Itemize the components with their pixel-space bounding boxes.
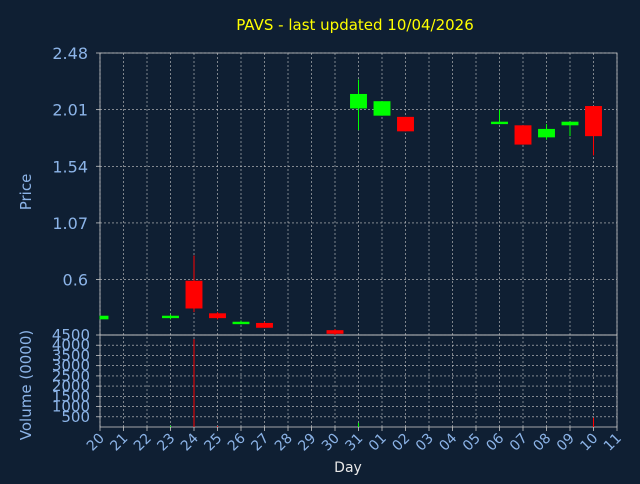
volume-tick-label: 3500: [52, 346, 90, 364]
x-tick-label: 02: [389, 431, 413, 455]
candle-body: [162, 315, 179, 319]
candle-body: [350, 93, 367, 109]
volume-tick-label: 3000: [52, 357, 90, 375]
x-tick-label: 08: [530, 431, 554, 455]
chart-title: PAVS - last updated 10/04/2026: [236, 16, 474, 34]
x-axis-label: Day: [334, 460, 362, 476]
x-tick-label: 11: [601, 431, 625, 455]
price-axis-label: Price: [17, 174, 35, 211]
candle-body: [185, 280, 203, 309]
candle-body: [585, 106, 602, 137]
price-tick-label: 0.6: [63, 271, 88, 290]
volume-tick-label: 4000: [52, 336, 90, 354]
x-tick-label: 28: [272, 431, 296, 455]
x-tick-label: 29: [295, 431, 319, 455]
x-tick-label: 05: [460, 431, 484, 455]
candle-body: [373, 101, 391, 116]
x-tick-label: 26: [225, 430, 249, 454]
volume-tick-label: 1500: [52, 387, 90, 405]
x-tick-label: 31: [342, 431, 366, 455]
x-tick-label: 24: [178, 430, 202, 454]
candle-body: [514, 125, 532, 145]
x-tick-label: 04: [436, 430, 460, 454]
candle-body: [232, 321, 250, 325]
candle-body: [561, 121, 579, 126]
price-tick-label: 1.54: [52, 157, 88, 176]
price-tick-label: 1.07: [52, 214, 88, 233]
x-tick-label: 10: [577, 431, 601, 455]
candle-body: [538, 128, 555, 138]
price-tick-label: 2.48: [52, 44, 88, 63]
x-tick-label: 30: [319, 431, 343, 455]
candle-body: [256, 322, 273, 328]
x-tick-label: 07: [507, 431, 531, 455]
x-tick-label: 20: [84, 431, 108, 455]
candle-body: [209, 313, 226, 319]
volume-tick-label: 500: [61, 408, 90, 426]
candle-body: [100, 315, 109, 320]
x-tick-label: 22: [131, 431, 155, 455]
x-tick-label: 06: [483, 430, 507, 454]
x-tick-label: 27: [248, 431, 272, 455]
candle-body: [491, 121, 508, 125]
x-tick-label: 01: [366, 431, 390, 455]
candle-body: [326, 330, 344, 334]
x-tick-label: 03: [413, 431, 437, 455]
volume-axis-label: Volume (0000): [17, 330, 35, 440]
price-tick-label: 2.01: [52, 101, 88, 120]
volume-tick-label: 2000: [52, 377, 90, 395]
volume-tick-label: 1000: [52, 398, 90, 416]
volume-tick-label: 4500: [52, 326, 90, 344]
x-tick-label: 21: [107, 431, 131, 455]
x-tick-label: 23: [154, 431, 178, 455]
x-tick-label: 09: [554, 431, 578, 455]
x-tick-label: 25: [201, 431, 225, 455]
candle-body: [397, 116, 414, 132]
volume-tick-label: 2500: [52, 367, 90, 385]
